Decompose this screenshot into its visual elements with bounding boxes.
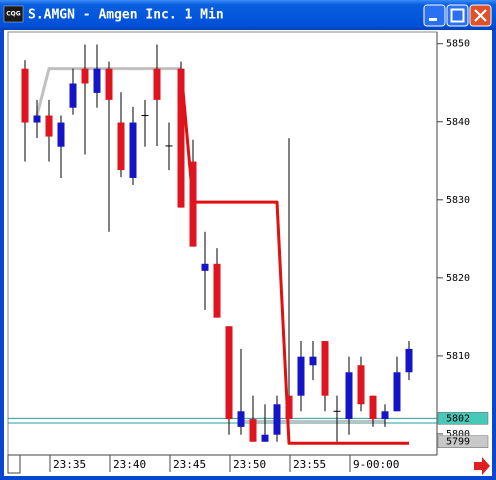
candle-body bbox=[357, 365, 365, 405]
candle-body bbox=[33, 115, 41, 123]
x-tick-label: 23:50 bbox=[233, 458, 266, 471]
candle-body bbox=[297, 356, 305, 396]
candle-body bbox=[69, 83, 77, 108]
candle-body bbox=[369, 395, 377, 420]
x-tick-label: 23:35 bbox=[53, 458, 86, 471]
candle-body bbox=[261, 434, 269, 442]
y-tick-label: 5820 bbox=[446, 273, 470, 284]
y-tick-label: 5830 bbox=[446, 195, 470, 206]
candle-body bbox=[165, 145, 173, 147]
close-button[interactable] bbox=[469, 4, 492, 27]
candle-body bbox=[57, 122, 65, 147]
x-tick-label: 23:45 bbox=[173, 458, 206, 471]
candle-body bbox=[105, 68, 113, 100]
price-marker-label: 5802 bbox=[446, 413, 470, 424]
candle-body bbox=[177, 68, 185, 208]
app-icon-label: CQG bbox=[6, 11, 21, 18]
candle-body bbox=[393, 372, 401, 412]
window-title: S.AMGN - Amgen Inc. 1 Min bbox=[28, 8, 224, 23]
candle-body bbox=[117, 122, 125, 171]
candle-body bbox=[93, 68, 101, 93]
candle-body bbox=[189, 161, 197, 247]
candle-body bbox=[141, 115, 149, 117]
minimize-button[interactable] bbox=[423, 4, 446, 27]
candle-body bbox=[273, 404, 281, 435]
x-tick-label: 23:55 bbox=[293, 458, 326, 471]
candle-body bbox=[45, 115, 53, 137]
candle-body bbox=[309, 356, 317, 366]
candle-body bbox=[405, 348, 413, 373]
indicator-line bbox=[179, 68, 409, 445]
candle-body bbox=[333, 410, 341, 412]
price-marker-box bbox=[437, 412, 489, 425]
candle-body bbox=[129, 122, 137, 178]
x-tick-label: 23:40 bbox=[113, 458, 146, 471]
candle-body bbox=[21, 68, 29, 123]
y-tick-label: 5850 bbox=[446, 39, 470, 50]
y-tick-label: 5810 bbox=[446, 351, 470, 362]
y-tick-label: 5800 bbox=[446, 429, 470, 440]
candle-body bbox=[381, 411, 389, 420]
scroll-box[interactable] bbox=[7, 454, 21, 474]
candle-body bbox=[249, 419, 257, 442]
candle-body bbox=[321, 341, 329, 396]
candle-body bbox=[81, 68, 89, 84]
candle-body bbox=[345, 372, 353, 420]
y-tick-label: 5840 bbox=[446, 117, 470, 128]
app-icon bbox=[3, 5, 24, 23]
title-bar bbox=[0, 0, 496, 30]
candle-body bbox=[201, 263, 209, 271]
price-marker-box bbox=[437, 435, 489, 448]
candle-body bbox=[225, 326, 233, 420]
candle-body bbox=[213, 263, 221, 318]
scroll-right-arrow[interactable] bbox=[474, 457, 490, 475]
candle-body bbox=[153, 68, 161, 100]
x-tick-label: 9-00:00 bbox=[353, 458, 399, 471]
plot-area bbox=[7, 31, 438, 456]
maximize-button[interactable] bbox=[446, 4, 469, 27]
candle-body bbox=[285, 395, 293, 420]
candle-body bbox=[237, 411, 245, 427]
price-marker-label: 5799 bbox=[446, 437, 470, 448]
